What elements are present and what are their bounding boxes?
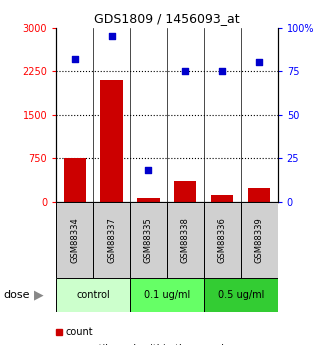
Text: 0.5 ug/ml: 0.5 ug/ml bbox=[218, 290, 264, 300]
Bar bbox=[204, 202, 241, 278]
Bar bbox=[174, 181, 196, 202]
Bar bbox=[64, 158, 86, 202]
Text: GSM88336: GSM88336 bbox=[218, 217, 227, 263]
Text: 0.1 ug/ml: 0.1 ug/ml bbox=[144, 290, 190, 300]
Text: GSM88338: GSM88338 bbox=[181, 217, 190, 263]
Text: control: control bbox=[76, 290, 110, 300]
Bar bbox=[167, 202, 204, 278]
Text: ▶: ▶ bbox=[34, 288, 43, 302]
Bar bbox=[137, 198, 160, 202]
Bar bbox=[130, 202, 167, 278]
Bar bbox=[56, 329, 62, 335]
Text: GSM88339: GSM88339 bbox=[255, 217, 264, 263]
Point bbox=[146, 168, 151, 173]
Bar bbox=[248, 188, 270, 202]
Point bbox=[72, 56, 77, 62]
Text: GSM88335: GSM88335 bbox=[144, 217, 153, 263]
Bar bbox=[204, 278, 278, 312]
Point bbox=[256, 60, 262, 65]
Bar bbox=[211, 195, 233, 202]
Text: count: count bbox=[65, 327, 93, 337]
Bar bbox=[93, 202, 130, 278]
Bar bbox=[56, 202, 93, 278]
Point bbox=[183, 68, 188, 74]
Bar bbox=[56, 278, 130, 312]
Title: GDS1809 / 1456093_at: GDS1809 / 1456093_at bbox=[94, 12, 240, 25]
Bar bbox=[130, 278, 204, 312]
Point bbox=[109, 33, 114, 39]
Text: dose: dose bbox=[3, 290, 30, 300]
Bar bbox=[100, 80, 123, 202]
Text: GSM88337: GSM88337 bbox=[107, 217, 116, 263]
Point bbox=[220, 68, 225, 74]
Bar bbox=[241, 202, 278, 278]
Text: GSM88334: GSM88334 bbox=[70, 217, 79, 263]
Text: percentile rank within the sample: percentile rank within the sample bbox=[65, 344, 230, 345]
